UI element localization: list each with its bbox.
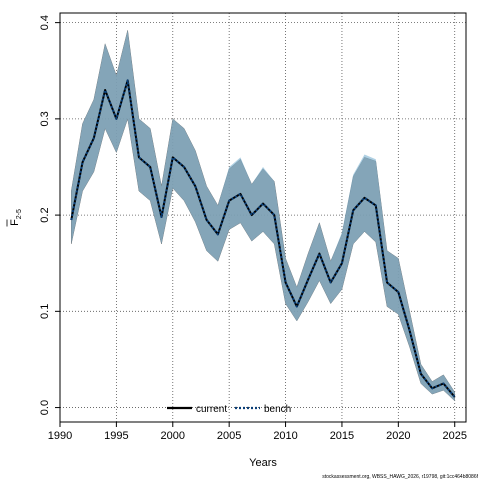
x-tick-label-1990: 1990 bbox=[48, 430, 72, 442]
y-axis-title-sub: 2-5 bbox=[16, 209, 23, 219]
plot-frame bbox=[59, 12, 467, 423]
y-axis-title: F2-5 bbox=[6, 209, 23, 227]
y-tick-label-2: 0.2 bbox=[39, 207, 51, 222]
footer-text: stockassessment.org, WBSS_HAWG_2026, r19… bbox=[322, 474, 478, 480]
line-current bbox=[70, 79, 456, 398]
x-tick-label-2010: 2010 bbox=[273, 430, 297, 442]
y-tick-label-1: 0.1 bbox=[39, 304, 51, 319]
y-tick-label-3: 0.3 bbox=[39, 111, 51, 126]
y-tick-label-0: 0.0 bbox=[39, 400, 51, 415]
y-axis-title-main: F bbox=[9, 219, 21, 226]
x-tick-label-1995: 1995 bbox=[104, 430, 128, 442]
band-bench bbox=[71, 30, 455, 401]
legend-label-current: current bbox=[196, 404, 227, 415]
svg-text:F2-5: F2-5 bbox=[9, 209, 23, 226]
legend-label-bench: bench bbox=[264, 404, 291, 415]
x-tick-label-2015: 2015 bbox=[330, 430, 354, 442]
y-tick-label-4: 0.4 bbox=[39, 15, 51, 30]
x-axis-title: Years bbox=[249, 457, 277, 469]
series-lines bbox=[70, 79, 456, 398]
x-tick-label-2020: 2020 bbox=[386, 430, 410, 442]
x-tick-label-2025: 2025 bbox=[442, 430, 466, 442]
legend: current bench bbox=[167, 404, 291, 415]
confidence-bands bbox=[71, 30, 455, 402]
x-tick-label-2005: 2005 bbox=[217, 430, 241, 442]
x-tick-label-2000: 2000 bbox=[161, 430, 185, 442]
line-bench bbox=[70, 79, 456, 398]
axes: 1990 1995 2000 2005 2010 2015 2020 2025 0.0 0.1 0.… bbox=[39, 15, 467, 442]
